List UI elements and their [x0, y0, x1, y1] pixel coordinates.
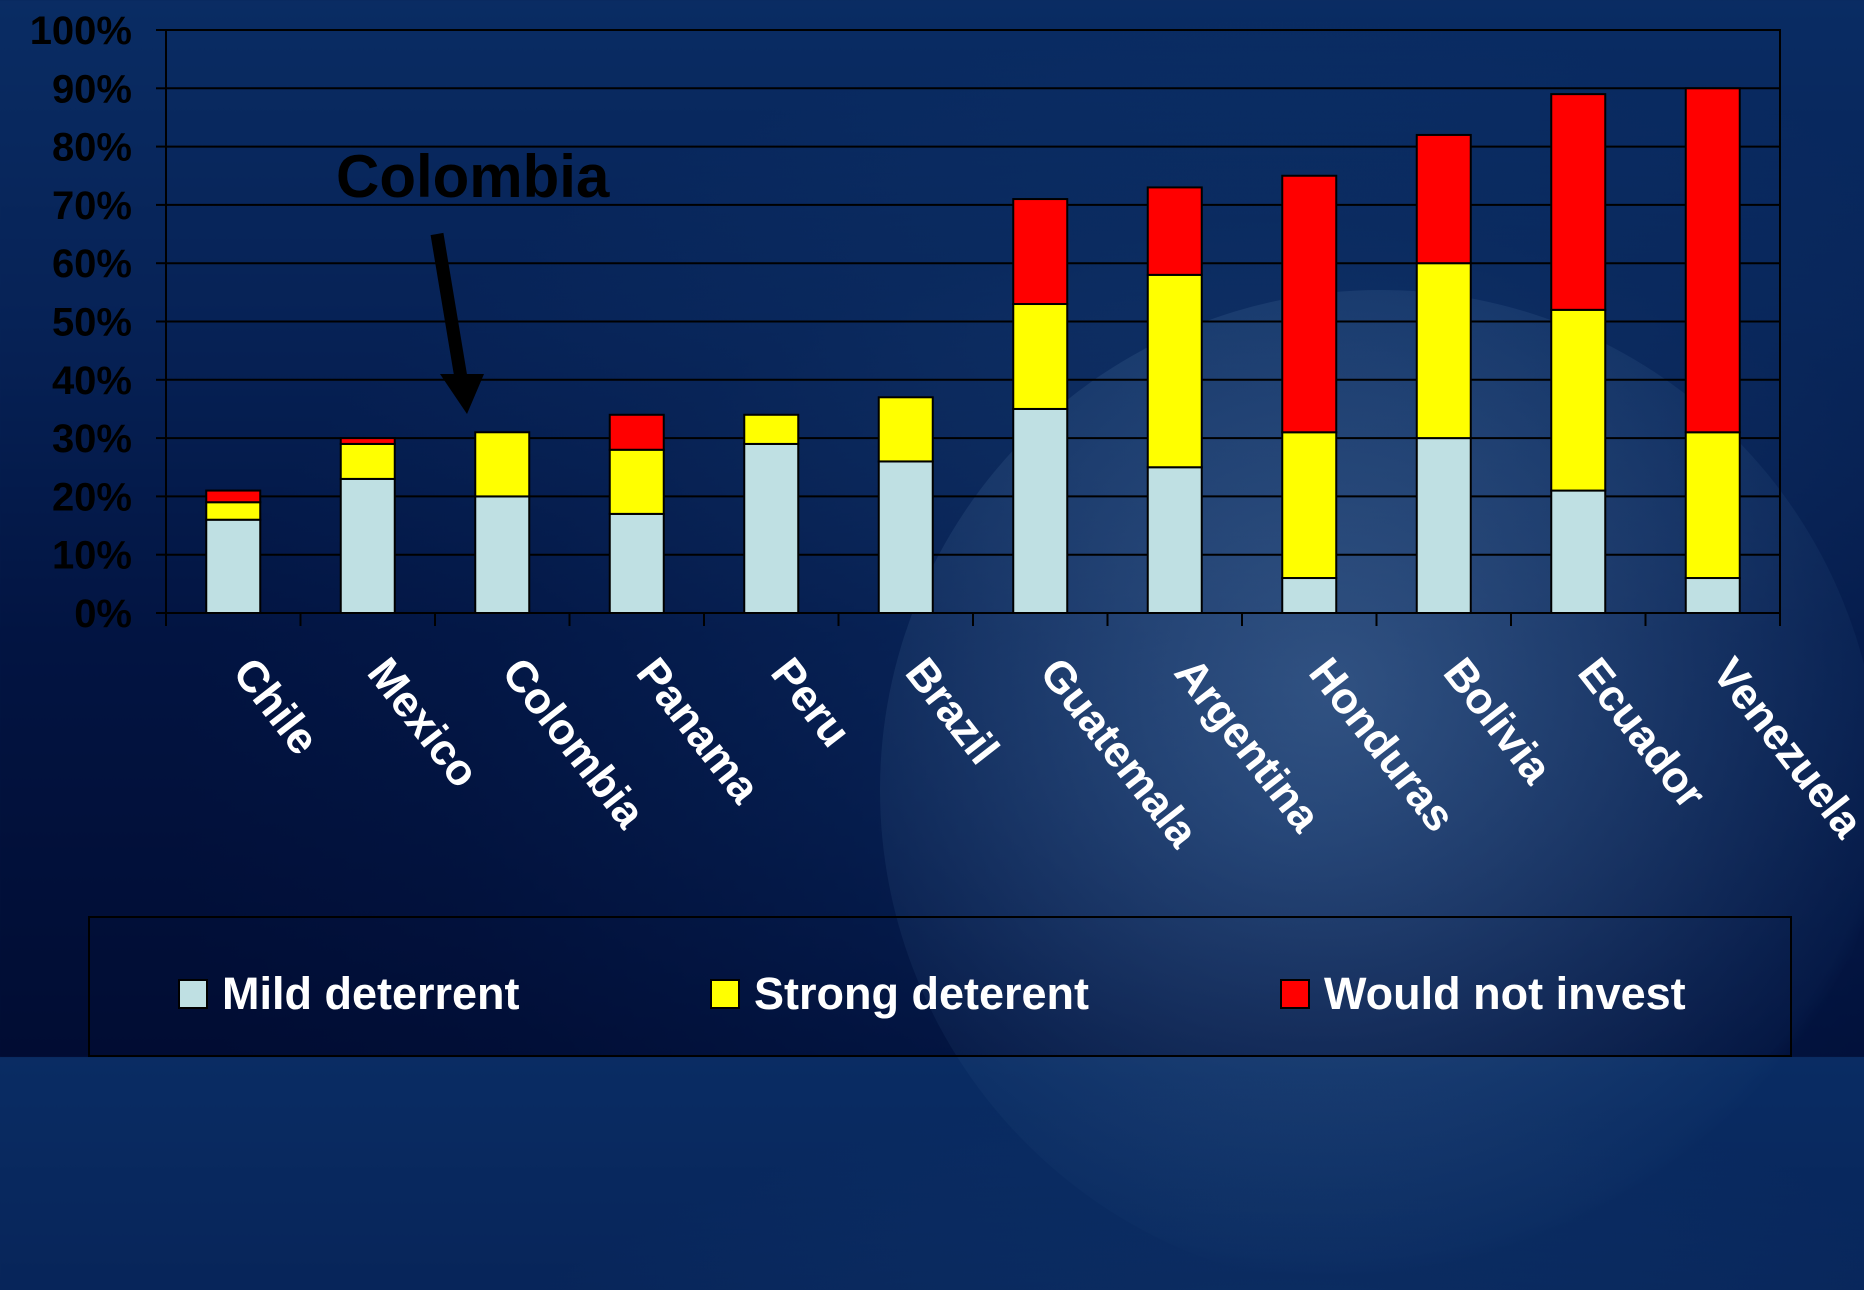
- y-tick-label: 20%: [52, 475, 132, 519]
- bar-segment-bolivia-strong: [1415, 262, 1472, 440]
- bar-segment-guatemala-mild: [1012, 407, 1069, 615]
- bar-segment-ecuador-would-not: [1550, 93, 1607, 311]
- x-category-label: Peru: [761, 649, 860, 756]
- x-category-label: Chile: [223, 649, 328, 764]
- bar-segment-honduras-would-not: [1281, 174, 1338, 434]
- bar-segment-peru-strong: [743, 413, 800, 445]
- legend-label-strong: Strong deterent: [754, 968, 1090, 1019]
- bar-segment-panama-strong: [608, 448, 665, 515]
- y-tick-label: 10%: [52, 534, 132, 578]
- y-tick-label: 40%: [52, 359, 132, 403]
- x-category-label: Bolivia: [1434, 649, 1562, 793]
- bar-segment-ecuador-mild: [1550, 489, 1607, 615]
- bar-segment-argentina-mild: [1146, 466, 1203, 614]
- bar-segment-argentina-would-not: [1146, 186, 1203, 276]
- gridlines: [165, 29, 1781, 614]
- axes: [156, 29, 1781, 626]
- legend-label-would-not: Would not invest: [1324, 968, 1686, 1019]
- bar-segment-guatemala-would-not: [1012, 198, 1069, 306]
- x-category-label: Ecuador: [1568, 649, 1715, 818]
- stacked-bar-chart: 0% 10% 20% 30% 40% 50% 60% 70% 80% 90% 100% Chile Me…: [29, 9, 1864, 847]
- bar-segment-ecuador-strong: [1550, 308, 1607, 492]
- legend-label-mild: Mild deterrent: [222, 968, 520, 1019]
- y-tick-label: 80%: [52, 126, 132, 170]
- bar-segment-venezuela-mild: [1684, 577, 1741, 615]
- bar-segment-mexico-strong: [339, 442, 396, 480]
- bar-segment-colombia-strong: [474, 431, 531, 498]
- bar-segment-colombia-mild: [474, 495, 531, 614]
- bar-segment-brazil-mild: [877, 460, 934, 615]
- x-category-label: Mexico: [358, 649, 488, 797]
- bar-segment-brazil-strong: [877, 396, 934, 463]
- bar-segment-honduras-strong: [1281, 431, 1338, 580]
- legend-item-mild: Mild deterrent: [178, 968, 520, 1020]
- legend-item-strong: Strong deterent: [710, 968, 1089, 1020]
- y-tick-label: 100%: [30, 9, 132, 53]
- legend-item-would-not: Would not invest: [1280, 968, 1686, 1020]
- y-tick-label: 30%: [52, 417, 132, 461]
- x-category-label: Brazil: [896, 649, 1008, 774]
- y-tick-label: 60%: [52, 242, 132, 286]
- bar-segment-peru-mild: [743, 442, 800, 614]
- bar-segment-guatemala-strong: [1012, 303, 1069, 410]
- annotation-label: Colombia: [336, 143, 610, 210]
- legend-swatch-strong: [710, 979, 740, 1009]
- arrow-shaft: [430, 232, 469, 386]
- bar-segment-bolivia-mild: [1415, 437, 1472, 614]
- y-tick-label: 0%: [74, 592, 132, 636]
- y-tick-label: 50%: [52, 301, 132, 345]
- bar-segment-venezuela-would-not: [1684, 87, 1741, 434]
- bar-segment-chile-would-not: [205, 489, 262, 504]
- legend-swatch-would-not: [1280, 979, 1310, 1009]
- annotation-arrow: [430, 232, 484, 414]
- x-category-label: Venezuela: [1703, 649, 1864, 847]
- y-tick-label: 90%: [52, 67, 132, 111]
- bar-segment-venezuela-strong: [1684, 431, 1741, 580]
- y-tick-label: 70%: [52, 184, 132, 228]
- bar-segment-panama-would-not: [608, 413, 665, 451]
- arrow-head: [440, 374, 484, 414]
- bar-segment-argentina-strong: [1146, 273, 1203, 469]
- bar-segment-panama-mild: [608, 512, 665, 615]
- bar-segment-chile-mild: [205, 518, 262, 614]
- x-category-label: Panama: [627, 649, 770, 813]
- bar-segment-bolivia-would-not: [1415, 133, 1472, 265]
- bar-segment-mexico-mild: [339, 477, 396, 614]
- legend-swatch-mild: [178, 979, 208, 1009]
- bar-segment-mexico-would-not: [339, 437, 396, 445]
- bars: [205, 87, 1741, 615]
- legend: Mild deterrent Strong deterent Would not…: [88, 916, 1792, 1057]
- bar-segment-honduras-mild: [1281, 577, 1338, 615]
- bar-segment-chile-strong: [205, 501, 262, 521]
